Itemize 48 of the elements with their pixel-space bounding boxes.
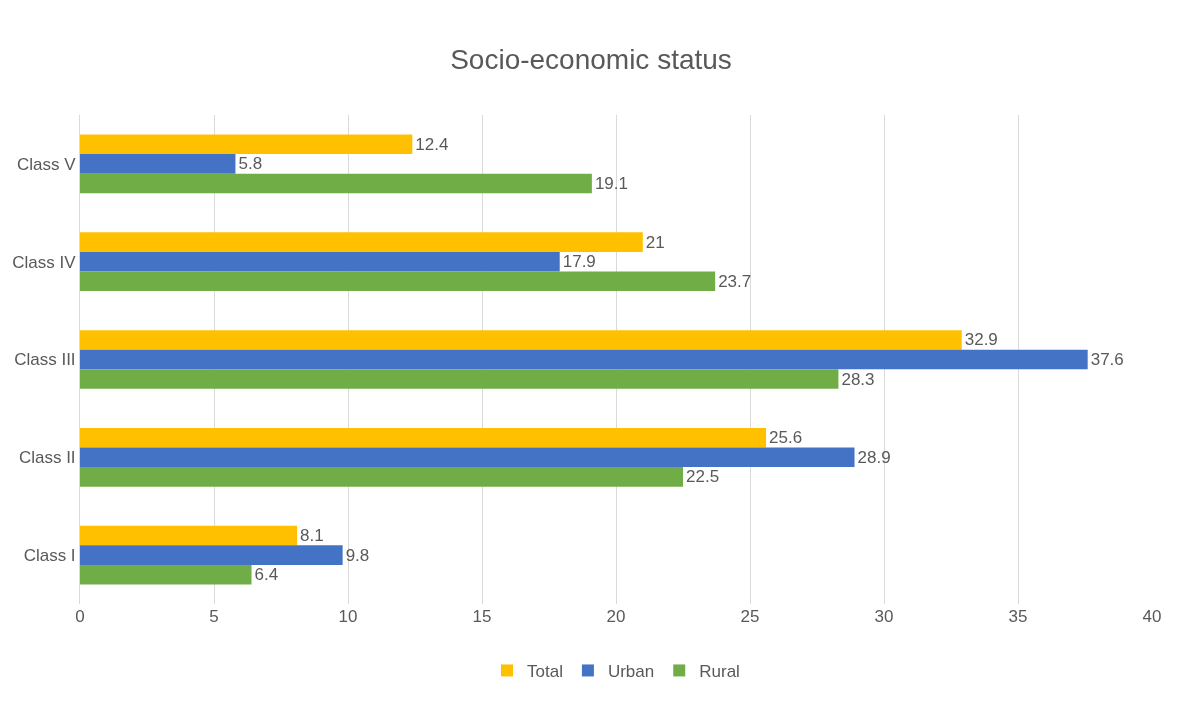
data-label: 9.8 (345, 545, 370, 565)
y-tick-label: Class II (18, 448, 76, 468)
data-label: 22.5 (686, 467, 720, 487)
bar (80, 525, 298, 546)
bar (80, 134, 413, 155)
y-tick-label: Class III (14, 350, 76, 370)
bar (80, 349, 1088, 370)
data-label: 5.8 (238, 154, 263, 174)
x-tick-label: 30 (874, 607, 894, 626)
x-tick-label: 25 (740, 607, 760, 626)
data-label: 17.9 (562, 252, 596, 272)
data-label: 12.4 (415, 134, 449, 154)
y-tick-label: Class V (17, 154, 77, 174)
data-label: 28.9 (857, 447, 891, 467)
data-label: 19.1 (594, 173, 628, 193)
x-tick-label: 0 (75, 607, 85, 626)
bar (80, 447, 855, 468)
x-tick-label: 10 (338, 607, 358, 626)
data-label: 32.9 (964, 330, 998, 350)
bar (80, 427, 767, 448)
data-label: 6.4 (254, 565, 279, 585)
x-tick-label: 35 (1008, 607, 1028, 626)
chart-title: Socio-economic status (450, 43, 732, 75)
legend-label: Total (527, 662, 563, 682)
bar (80, 154, 236, 174)
x-tick-label: 20 (606, 607, 626, 626)
bar (80, 173, 592, 194)
bar (80, 271, 716, 292)
data-label: 28.3 (841, 369, 875, 389)
x-tick-label: 40 (1142, 607, 1162, 626)
data-label: 21 (645, 232, 665, 252)
data-label: 8.1 (300, 526, 324, 546)
data-label: 37.6 (1090, 350, 1124, 369)
x-tick-label: 15 (472, 607, 492, 626)
legend-label: Urban (607, 662, 655, 682)
bar (80, 330, 962, 350)
bar (80, 564, 252, 585)
data-label: 23.7 (718, 271, 752, 291)
bar (80, 545, 343, 565)
bar (80, 467, 683, 487)
legend-label: Rural (699, 662, 740, 682)
y-tick-label: Class I (23, 546, 76, 566)
bar (80, 251, 560, 272)
data-label: 25.6 (769, 428, 803, 448)
bar (80, 232, 643, 252)
y-tick-label: Class IV (12, 252, 77, 272)
x-tick-label: 5 (209, 607, 219, 626)
bar (80, 369, 839, 389)
